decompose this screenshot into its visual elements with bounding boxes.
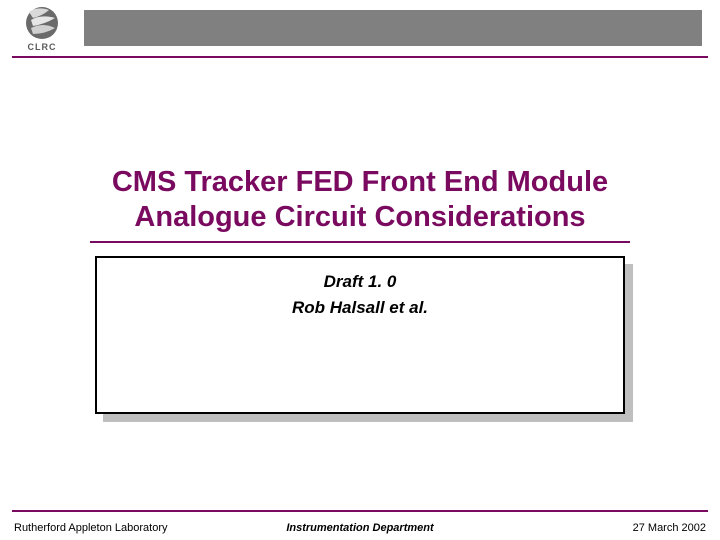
infobox: Draft 1. 0 Rob Halsall et al. [95, 256, 625, 414]
logo-letters: CLRC [10, 42, 74, 52]
infobox-body: Draft 1. 0 Rob Halsall et al. [95, 256, 625, 414]
footer-right: 27 March 2002 [633, 522, 706, 534]
footer: Rutherford Appleton Laboratory Instrumen… [0, 516, 720, 534]
header: CLRC [0, 0, 720, 54]
title-block: CMS Tracker FED Front End Module Analogu… [40, 165, 680, 243]
draft-label: Draft 1. 0 [109, 272, 611, 292]
clrc-logo: CLRC [10, 6, 74, 50]
title-line-1: CMS Tracker FED Front End Module [40, 165, 680, 200]
header-rule [12, 56, 708, 58]
title-underline [90, 241, 630, 243]
logo-mark [25, 6, 59, 40]
header-bar [84, 10, 702, 46]
footer-center: Instrumentation Department [0, 522, 720, 534]
author-label: Rob Halsall et al. [109, 298, 611, 318]
title-line-2: Analogue Circuit Considerations [40, 200, 680, 235]
footer-rule [12, 510, 708, 512]
slide: CLRC CMS Tracker FED Front End Module An… [0, 0, 720, 540]
